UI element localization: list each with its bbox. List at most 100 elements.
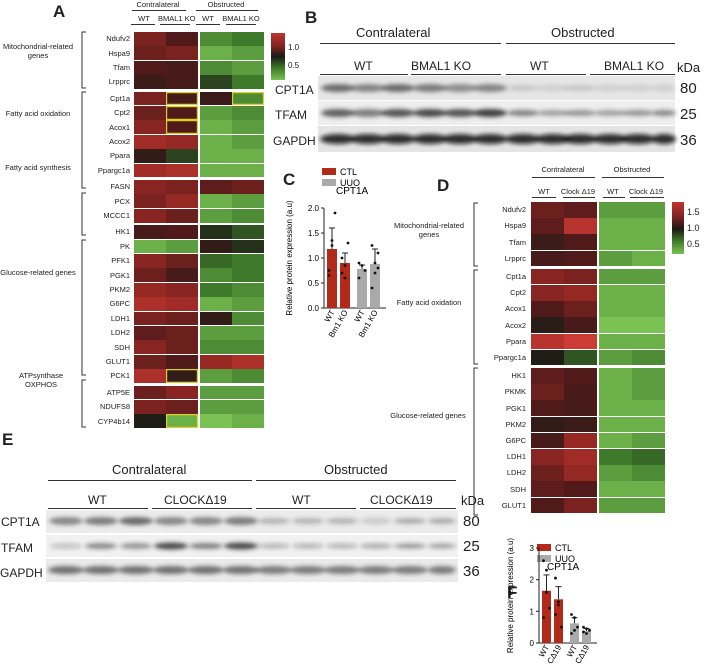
data-point	[570, 613, 573, 616]
heatmap-cell	[564, 268, 597, 285]
heatmap-cell	[232, 254, 264, 268]
heatmap-cell	[531, 268, 564, 285]
chart-title: CPT1A	[336, 186, 369, 197]
panel-label-e: E	[2, 430, 14, 449]
panel-d-header-line	[602, 177, 664, 178]
heatmap-cell	[564, 481, 597, 498]
heatmap-cell	[632, 349, 665, 366]
heatmap-cell	[232, 32, 264, 46]
panel-b-size-label: 80	[680, 80, 697, 97]
heatmap-cell	[134, 282, 166, 297]
panel-b-sub-line	[320, 74, 408, 75]
heatmap-cell	[134, 163, 166, 178]
heatmap-cell	[200, 149, 232, 164]
heatmap-cell	[564, 416, 597, 433]
panel-d-brackets	[473, 202, 478, 516]
heatmap-cell	[531, 218, 564, 234]
heatmap-cell	[632, 384, 665, 400]
heatmap-cell	[632, 234, 665, 251]
heatmap-cell	[200, 254, 232, 268]
heatmap-cell	[232, 282, 264, 297]
heatmap-cell	[166, 91, 198, 106]
heatmap-cell	[200, 134, 232, 149]
gene-label: Ppara	[109, 151, 130, 161]
heatmap-cell	[232, 239, 264, 254]
heatmap-cell	[531, 384, 564, 400]
panel-a-color-scale	[271, 33, 285, 80]
panel-d-scale-label: 1.5	[687, 207, 700, 217]
heatmap-cell	[232, 311, 264, 326]
gene-label: LDH1	[110, 313, 130, 323]
data-point	[585, 632, 588, 635]
heatmap-cell	[632, 202, 665, 218]
heatmap-cell	[632, 465, 665, 481]
heatmap-cell	[134, 75, 166, 90]
heatmap-cell	[232, 120, 264, 135]
heatmap-cell	[232, 354, 264, 369]
panel-b-sub-label: BMAL1 KO	[604, 59, 665, 73]
y-tick-label: 1.0	[308, 254, 320, 263]
heatmap-cell	[599, 416, 632, 433]
data-point	[370, 244, 374, 247]
data-point	[542, 616, 545, 620]
heatmap-cell	[232, 46, 264, 61]
heatmap-cell	[599, 250, 632, 267]
data-point	[554, 576, 557, 580]
panel-b-header-line	[506, 43, 675, 44]
gene-label: Ppargc1a	[97, 165, 130, 175]
heatmap-cell	[166, 340, 198, 355]
heatmap-cell	[134, 354, 166, 369]
gene-label: Acox1	[505, 304, 526, 314]
heatmap-cell	[232, 297, 264, 312]
gene-label: Acox2	[109, 137, 130, 146]
panel-e-header-contralateral: Contralateral	[112, 462, 187, 477]
heatmap-cell	[200, 91, 232, 106]
heatmap-cell	[564, 349, 597, 366]
heatmap-cell	[232, 149, 264, 164]
data-point	[373, 271, 377, 275]
y-axis-label: Relative protein expression (a.u)	[285, 200, 294, 316]
heatmap-cell	[599, 234, 632, 251]
panel-e-sub-line	[256, 508, 356, 509]
heatmap-cell	[166, 149, 198, 164]
panel-e-row-label: GAPDH	[0, 566, 43, 580]
heatmap-cell	[200, 32, 232, 46]
heatmap-cell	[200, 385, 232, 400]
legend-swatch	[537, 555, 551, 562]
panel-e-sub-line	[48, 508, 148, 509]
panel-e-blot	[46, 510, 458, 582]
data-point	[333, 211, 337, 215]
panel-b-size-label: 25	[680, 106, 697, 123]
data-point	[340, 271, 344, 275]
panel-a-col-label: WT	[202, 14, 214, 23]
gene-label: Acox2	[505, 320, 526, 330]
heatmap-cell	[564, 234, 597, 251]
gene-label: Hspa9	[504, 221, 526, 231]
heatmap-cell	[531, 333, 564, 350]
legend-swatch	[537, 544, 551, 551]
heatmap-cell	[166, 326, 198, 340]
heatmap-cell	[632, 497, 665, 514]
gene-label: PCK1	[110, 371, 130, 381]
heatmap-cell	[632, 481, 665, 498]
heatmap-cell	[166, 414, 198, 429]
heatmap-cell	[166, 385, 198, 400]
panel-b-row-label: TFAM	[275, 108, 307, 122]
y-tick-label: 1.5	[308, 229, 320, 238]
heatmap-cell	[632, 268, 665, 285]
y-tick-label: 0	[530, 639, 535, 648]
panel-e-sub-label: WT	[292, 493, 311, 507]
data-point	[573, 616, 576, 620]
bar	[340, 263, 350, 308]
panel-d-col-line	[563, 197, 595, 198]
gene-label: Acox1	[109, 122, 130, 132]
heatmap-cell	[531, 349, 564, 366]
heatmap-cell	[134, 46, 166, 61]
gene-label: PKM2	[109, 285, 130, 294]
panel-e-size-label: 80	[463, 513, 480, 530]
data-point	[357, 276, 361, 280]
heatmap-cell	[166, 134, 198, 149]
heatmap-cell	[134, 120, 166, 135]
panel-b-sub-label: WT	[354, 59, 373, 73]
